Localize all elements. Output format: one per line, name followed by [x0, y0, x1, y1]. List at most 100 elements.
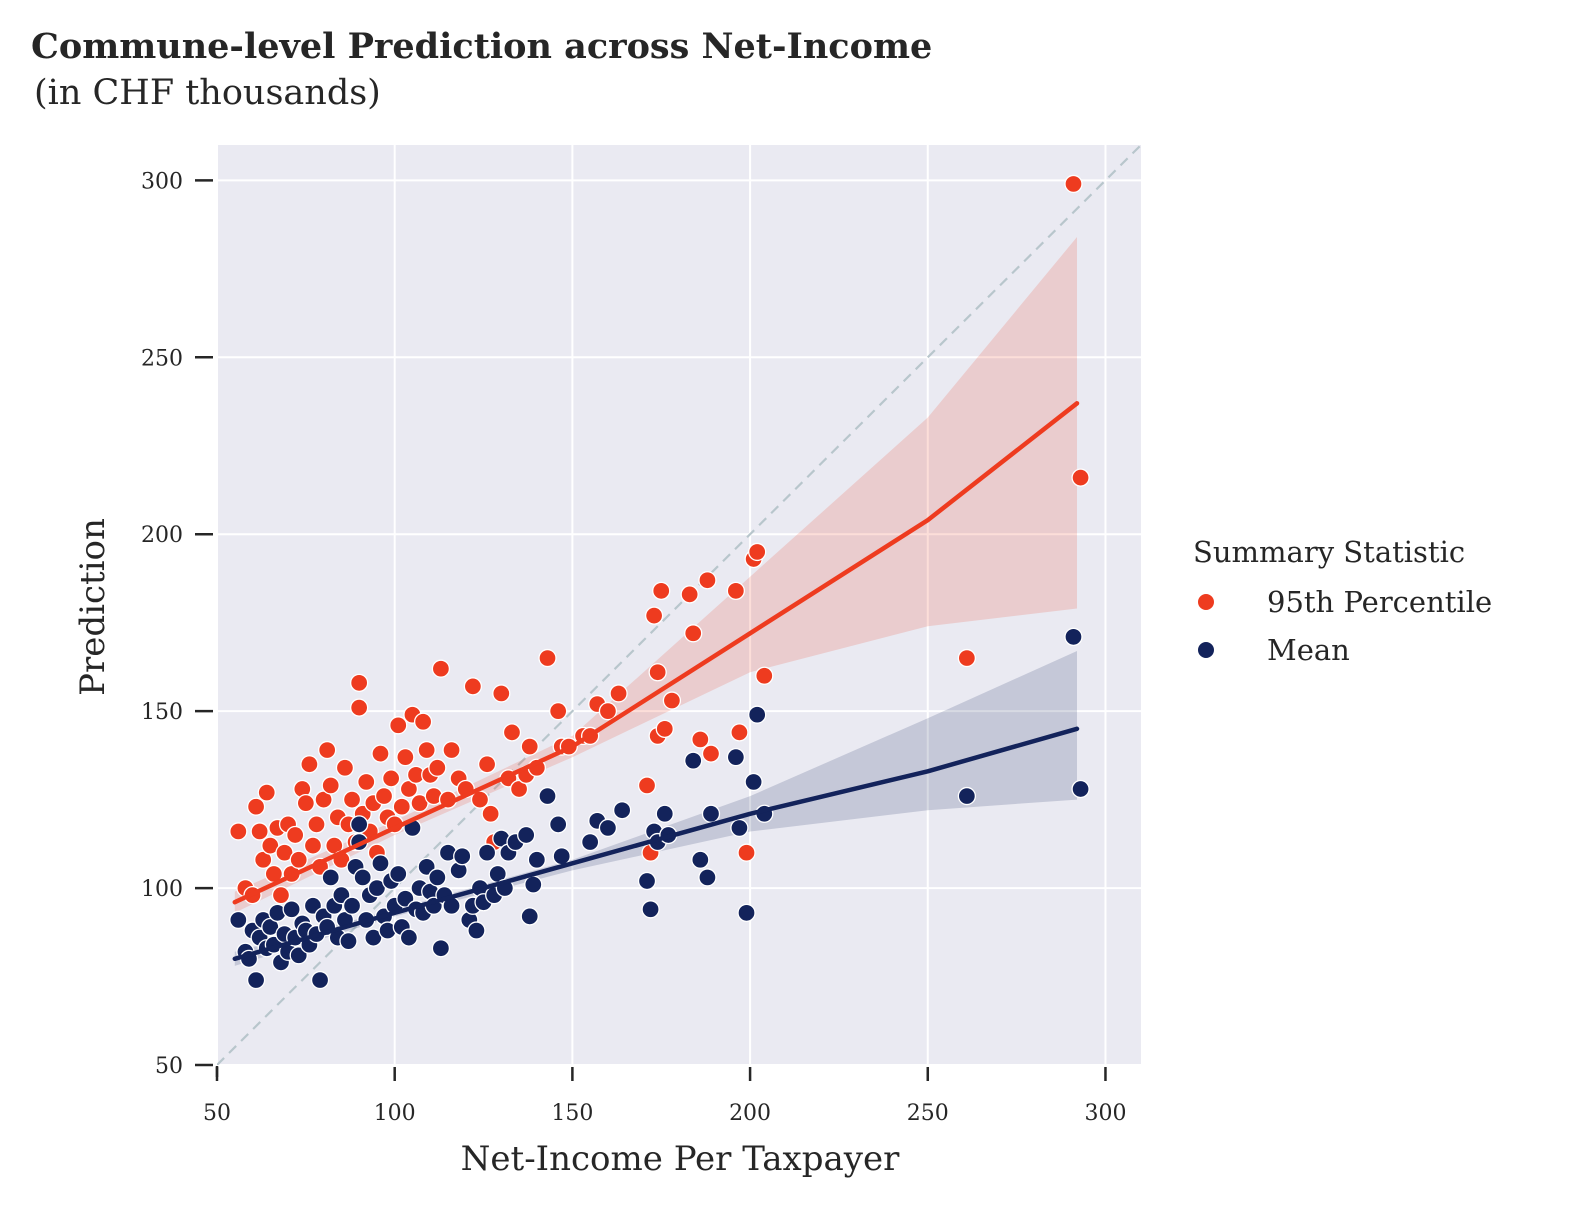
data-point-95th-percentile: [381, 769, 401, 788]
legend-label-95th-percentile: 95th Percentile: [1267, 585, 1493, 619]
data-point-mean: [637, 871, 657, 891]
data-point-95th-percentile: [318, 740, 337, 760]
regression-line-mean: [232, 726, 1080, 962]
data-point-95th-percentile: [229, 822, 248, 841]
data-point-mean: [957, 786, 977, 806]
data-point-95th-percentile: [303, 836, 323, 855]
y-tick-label: 200: [141, 523, 183, 548]
data-point-95th-percentile: [726, 581, 746, 600]
data-point-95th-percentile: [655, 719, 674, 738]
y-axis-label: Prediction: [73, 518, 113, 696]
data-point-mean: [691, 850, 710, 869]
data-point-mean: [552, 847, 571, 866]
data-point-mean: [1071, 779, 1090, 799]
legend-item-95th-percentile: 95th Percentile: [1193, 578, 1492, 626]
data-point-95th-percentile: [289, 850, 308, 869]
data-point-95th-percentile: [350, 698, 369, 717]
data-point-mean: [527, 850, 546, 869]
data-point-95th-percentile: [748, 542, 767, 562]
data-point-mean: [321, 868, 340, 887]
data-point-95th-percentile: [481, 804, 500, 823]
x-axis-label: Net-Income Per Taxpayer: [460, 1139, 900, 1179]
data-point-95th-percentile: [648, 663, 667, 682]
regression-line-95th-percentile: [232, 401, 1080, 905]
data-point-95th-percentile: [257, 783, 276, 802]
data-point-mean: [698, 868, 717, 887]
data-point-mean: [748, 705, 767, 724]
data-point-mean: [229, 910, 248, 930]
x-tick-label: 200: [729, 1101, 771, 1126]
y-tick-label: 50: [155, 1054, 183, 1079]
data-point-mean: [310, 970, 330, 990]
data-point-95th-percentile: [549, 702, 568, 721]
data-point-95th-percentile: [492, 684, 511, 703]
identity-line: [217, 145, 1141, 1065]
data-point-95th-percentile: [755, 666, 774, 685]
data-point-95th-percentile: [730, 723, 749, 742]
data-point-mean: [477, 843, 497, 862]
y-tick-label: 150: [141, 700, 183, 725]
y-tick-label: 300: [141, 169, 183, 194]
data-point-mean: [339, 932, 358, 951]
data-point-95th-percentile: [652, 581, 671, 600]
legend-title: Summary Statistic: [1193, 535, 1466, 569]
data-point-95th-percentile: [307, 815, 326, 834]
data-point-95th-percentile: [413, 712, 433, 731]
data-point-95th-percentile: [300, 755, 319, 774]
data-point-mean: [520, 907, 539, 926]
legend-marker-mean: [1197, 641, 1215, 659]
data-point-mean: [641, 900, 660, 919]
data-point-95th-percentile: [286, 825, 305, 845]
data-point-mean: [730, 818, 749, 838]
data-point-mean: [737, 903, 756, 922]
x-tick-label: 50: [203, 1101, 231, 1126]
legend: Summary Statistic 95th Percentile Mean: [1193, 535, 1492, 674]
data-point-95th-percentile: [321, 776, 340, 795]
data-point-mean: [389, 864, 408, 884]
x-tick-label: 100: [374, 1101, 416, 1126]
data-point-mean: [453, 847, 472, 866]
x-tick-label: 300: [1084, 1101, 1126, 1126]
data-point-mean: [399, 928, 419, 947]
data-point-mean: [744, 772, 763, 792]
data-point-mean: [684, 751, 703, 770]
data-point-95th-percentile: [1071, 468, 1090, 487]
legend-marker-95th-percentile: [1197, 593, 1215, 611]
data-point-mean: [350, 815, 369, 834]
data-point-mean: [524, 875, 543, 894]
data-point-95th-percentile: [417, 740, 436, 760]
data-point-mean: [612, 801, 632, 820]
data-point-95th-percentile: [357, 772, 376, 792]
data-point-mean: [598, 818, 618, 838]
data-point-95th-percentile: [271, 886, 291, 905]
data-point-95th-percentile: [680, 585, 699, 604]
data-point-95th-percentile: [609, 684, 628, 703]
data-point-mean: [282, 900, 301, 919]
data-point-mean: [517, 825, 536, 845]
data-point-95th-percentile: [662, 691, 682, 710]
data-point-95th-percentile: [737, 843, 756, 862]
data-point-mean: [655, 804, 674, 823]
y-tick-label: 250: [141, 346, 183, 371]
data-point-95th-percentile: [335, 758, 355, 777]
legend-item-mean: Mean: [1193, 626, 1492, 674]
data-point-mean: [538, 786, 557, 806]
data-point-mean: [428, 868, 447, 887]
data-point-95th-percentile: [477, 755, 497, 774]
data-point-95th-percentile: [644, 606, 664, 625]
legend-label-mean: Mean: [1267, 633, 1350, 667]
data-point-mean: [726, 748, 746, 767]
data-point-95th-percentile: [684, 624, 703, 643]
data-point-mean: [342, 896, 362, 915]
data-point-95th-percentile: [463, 677, 483, 696]
data-point-95th-percentile: [502, 723, 522, 742]
data-point-95th-percentile: [350, 673, 369, 692]
data-point-95th-percentile: [389, 716, 408, 735]
confidence-band-95th-percentile: [234, 237, 1078, 913]
plot-area: [217, 145, 1141, 1065]
data-point-95th-percentile: [691, 730, 710, 749]
data-point-mean: [701, 804, 721, 823]
data-point-mean: [431, 939, 451, 958]
data-point-95th-percentile: [598, 702, 618, 721]
